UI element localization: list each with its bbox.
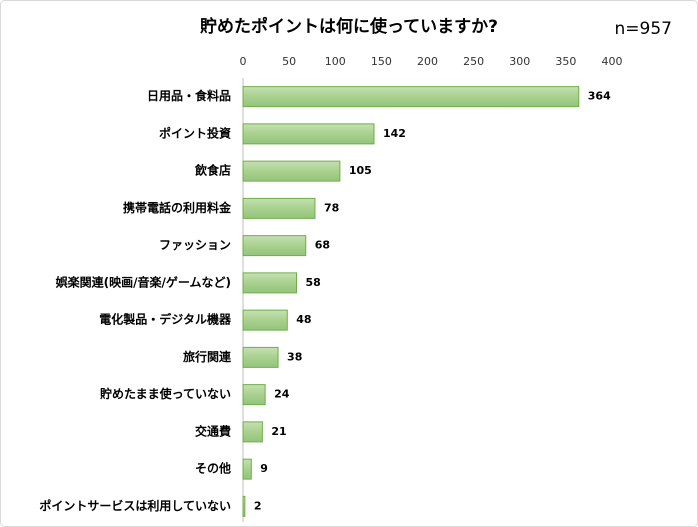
bar <box>242 384 266 406</box>
y-tick-label: 旅行関連 <box>183 349 232 364</box>
data-label: 38 <box>287 350 302 363</box>
bar <box>242 421 263 443</box>
y-tick-label: ファッション <box>159 238 231 252</box>
x-tick-label: 400 <box>602 55 623 68</box>
x-tick-label: 250 <box>463 55 484 68</box>
y-tick-label: 飲食店 <box>194 163 231 178</box>
y-tick-label: 携帯電話の利用料金 <box>123 200 232 215</box>
x-tick-label: 50 <box>282 55 296 68</box>
bar <box>242 458 252 480</box>
y-tick-label: 交通費 <box>195 423 231 438</box>
data-label: 78 <box>324 201 339 214</box>
y-tick-label: 貯めたまま使っていない <box>100 386 231 401</box>
bar <box>242 235 307 257</box>
data-label: 48 <box>296 313 311 326</box>
data-label: 105 <box>349 164 372 177</box>
bar <box>242 495 246 517</box>
data-label: 9 <box>260 462 268 475</box>
data-label: 68 <box>315 239 330 252</box>
x-tick-label: 150 <box>371 55 392 68</box>
annotation: n=957 <box>615 19 672 39</box>
bar <box>242 346 279 368</box>
data-label: 58 <box>306 276 321 289</box>
bar <box>242 86 580 108</box>
bar <box>242 197 316 219</box>
data-label: 24 <box>274 388 290 401</box>
x-tick-label: 0 <box>240 55 247 68</box>
y-tick-label: 電化製品・デジタル機器 <box>99 312 232 327</box>
y-tick-label: その他 <box>195 461 231 476</box>
data-label: 21 <box>271 425 286 438</box>
data-label: 142 <box>383 127 406 140</box>
y-tick-label: ポイントサービスは利用していない <box>39 498 231 513</box>
x-tick-label: 100 <box>325 55 346 68</box>
y-tick-label: 日用品・食料品 <box>147 88 231 103</box>
data-label: 2 <box>254 499 262 512</box>
bar <box>242 272 298 294</box>
y-tick-label: 娯楽関連(映画/音楽/ゲームなど) <box>56 274 231 289</box>
x-tick-label: 200 <box>417 55 438 68</box>
chart-title: 貯めたポイントは何に使っていますか? <box>200 16 498 37</box>
bar <box>242 160 341 182</box>
bar <box>242 309 288 331</box>
y-tick-label: ポイント投資 <box>159 125 231 140</box>
x-tick-label: 350 <box>555 55 576 68</box>
data-label: 364 <box>588 90 611 103</box>
x-tick-label: 300 <box>509 55 530 68</box>
bar <box>242 123 375 145</box>
